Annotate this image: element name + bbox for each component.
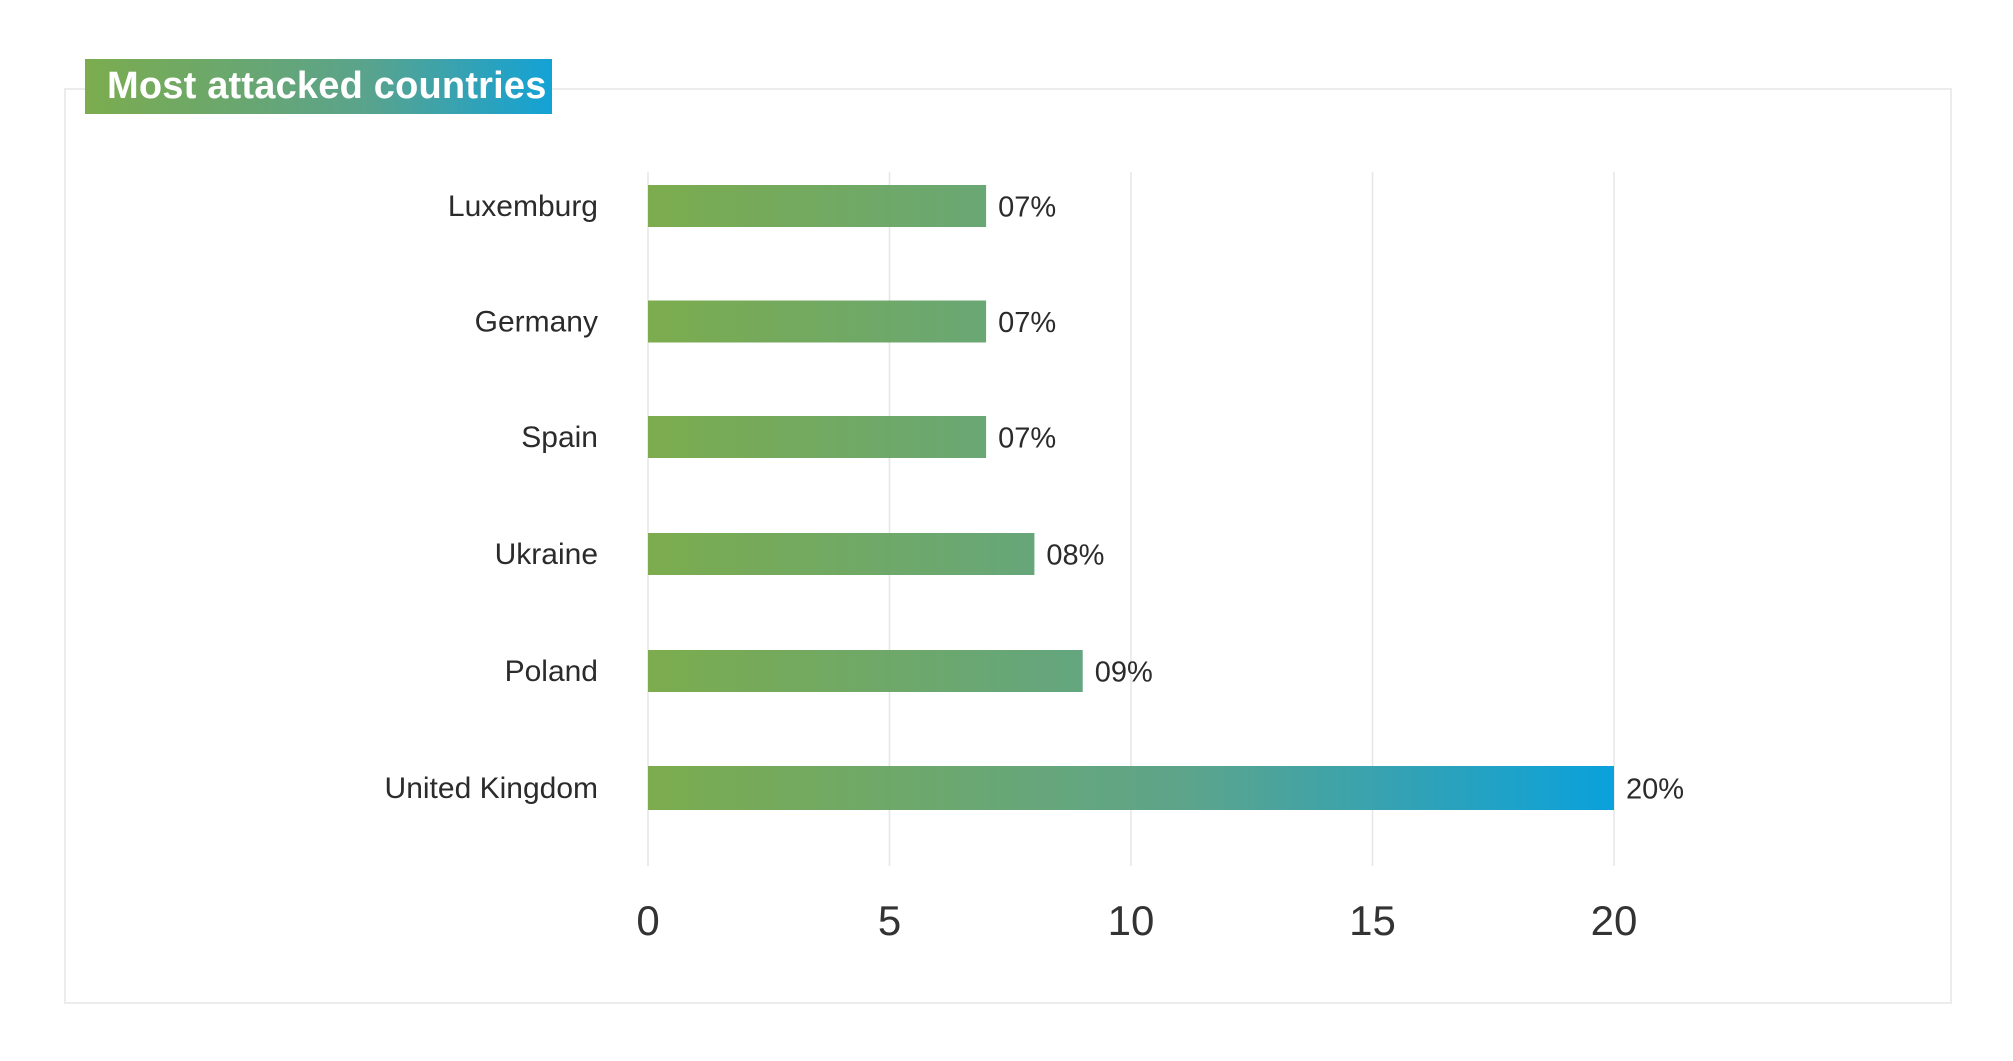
gridlines bbox=[647, 172, 1615, 866]
data-label: 08% bbox=[1046, 540, 1104, 572]
bar-ukraine bbox=[648, 533, 1035, 575]
bar-luxemburg bbox=[648, 185, 987, 227]
data-label: 20% bbox=[1626, 774, 1684, 806]
data-label: 07% bbox=[998, 423, 1056, 455]
bar-spain bbox=[648, 416, 987, 458]
category-labels: Luxemburg Germany Spain Ukraine Poland United… bbox=[385, 190, 598, 805]
category-label: Spain bbox=[521, 421, 598, 454]
x-tick-label: 0 bbox=[636, 897, 659, 944]
bar-poland bbox=[648, 650, 1083, 692]
bar-united-kingdom bbox=[648, 766, 1614, 810]
category-label: Germany bbox=[475, 305, 598, 338]
x-tick-label: 20 bbox=[1591, 897, 1638, 944]
bars bbox=[648, 185, 1614, 810]
data-label: 07% bbox=[998, 307, 1056, 339]
data-label: 09% bbox=[1095, 657, 1153, 689]
bar-germany bbox=[648, 300, 987, 343]
x-axis-ticks: 0 5 10 15 20 bbox=[636, 897, 1637, 944]
x-tick-label: 15 bbox=[1349, 897, 1396, 944]
x-tick-label: 10 bbox=[1108, 897, 1155, 944]
x-tick-label: 5 bbox=[878, 897, 901, 944]
chart-title: Most attacked countries bbox=[107, 65, 547, 107]
category-label: United Kingdom bbox=[385, 772, 598, 805]
data-label: 07% bbox=[998, 192, 1056, 224]
category-label: Ukraine bbox=[495, 538, 598, 571]
category-label: Luxemburg bbox=[448, 190, 598, 223]
chart-title-badge: Most attacked countries bbox=[85, 59, 552, 114]
value-labels: 07% 07% 07% 08% 09% 20% bbox=[998, 192, 1684, 806]
category-label: Poland bbox=[505, 655, 598, 688]
